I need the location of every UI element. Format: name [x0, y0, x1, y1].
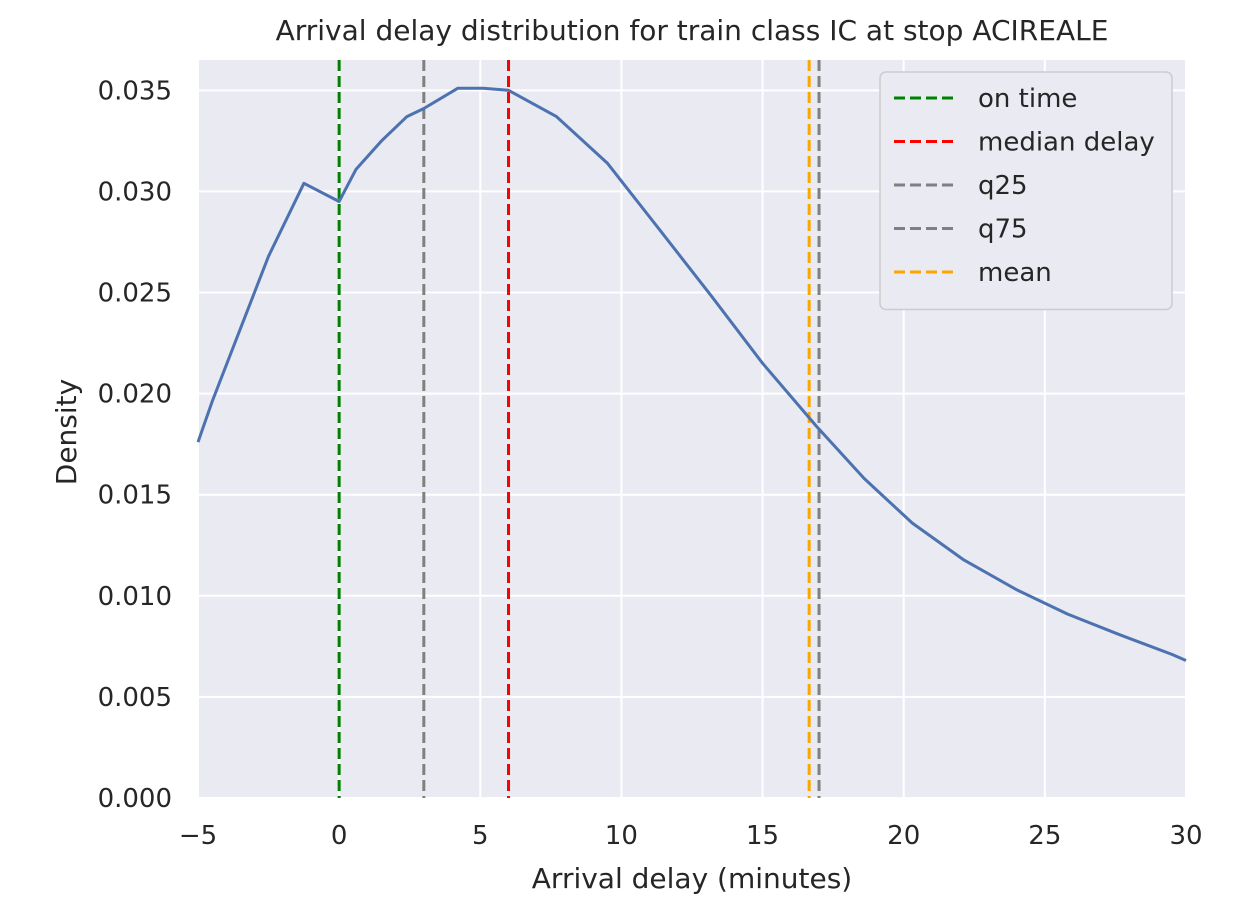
y-tick-label: 0.030: [98, 177, 172, 207]
y-tick-label: 0.025: [98, 279, 172, 309]
legend: on time median delay q25 q75 mean: [879, 71, 1173, 311]
reference-lines: [337, 60, 821, 798]
x-tick-label: −5: [179, 821, 217, 851]
y-tick-label: 0.000: [98, 784, 172, 814]
legend-frame: [879, 71, 1173, 311]
legend-label: median delay: [978, 128, 1155, 158]
legend-label: on time: [978, 84, 1077, 114]
density-curve: [196, 86, 1187, 662]
x-tick-label: 5: [472, 821, 489, 851]
y-tick-label: 0.005: [98, 683, 172, 713]
y-tick-label: 0.010: [98, 582, 172, 612]
y-tick-label: 0.015: [98, 481, 172, 511]
legend-label: q75: [978, 215, 1028, 245]
x-axis-label: Arrival delay (minutes): [532, 862, 852, 895]
legend-label: q25: [978, 171, 1028, 201]
y-tick-label: 0.035: [98, 76, 172, 106]
x-tick-label: 0: [331, 821, 348, 851]
x-tick-label: 25: [1028, 821, 1061, 851]
x-axis-ticks: −5 0 5 10 15 20 25 30: [179, 821, 1203, 851]
series: [196, 86, 1187, 662]
chart-title: Arrival delay distribution for train cla…: [276, 14, 1109, 47]
legend-label: mean: [978, 258, 1052, 288]
x-tick-label: 20: [887, 821, 920, 851]
x-tick-label: 15: [746, 821, 779, 851]
y-axis-ticks: 0.000 0.005 0.010 0.015 0.020 0.025 0.030 0.035: [98, 76, 172, 814]
x-tick-label: 10: [605, 821, 638, 851]
y-tick-label: 0.020: [98, 380, 172, 410]
x-tick-label: 30: [1169, 821, 1202, 851]
y-axis-label: Density: [50, 379, 83, 485]
